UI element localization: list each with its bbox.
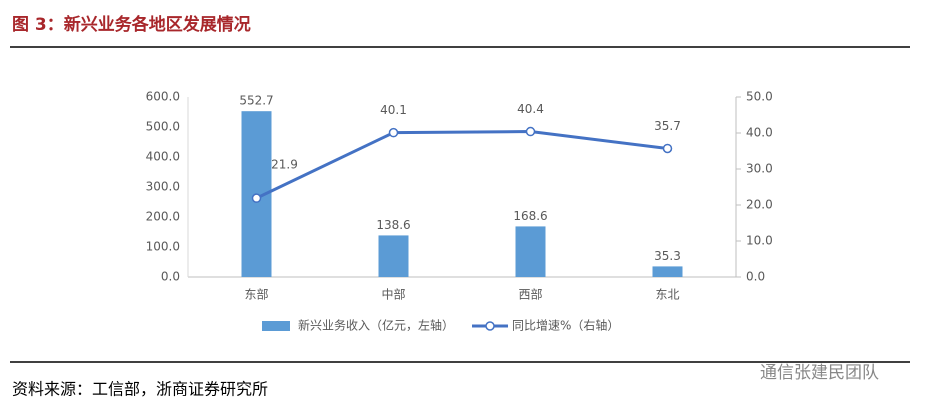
legend-label: 同比增速%（右轴） (512, 318, 619, 333)
bar (652, 266, 683, 277)
legend-marker (485, 321, 495, 331)
line-value-label: 40.4 (517, 102, 544, 116)
bar-value-label: 168.6 (513, 209, 547, 223)
bar (378, 235, 409, 277)
y2-tick-label: 30.0 (746, 162, 773, 176)
line-value-label: 35.7 (654, 119, 681, 133)
y-tick-label: 600.0 (146, 90, 180, 104)
bar (515, 226, 546, 277)
y-tick-label: 400.0 (146, 150, 180, 164)
line-marker (251, 193, 262, 203)
x-tick-label: 东北 (655, 288, 679, 302)
y-tick-label: 300.0 (146, 180, 180, 194)
chart-title: 图 3：新兴业务各地区发展情况 (12, 14, 251, 35)
line-marker (388, 127, 399, 138)
line (255, 130, 668, 200)
y2-tick-label: 40.0 (746, 126, 773, 140)
y2-tick-label: 0.0 (746, 270, 765, 284)
y-tick-label: 0.0 (161, 270, 180, 284)
line-value-label: 40.1 (380, 103, 407, 117)
y2-tick-label: 20.0 (746, 198, 773, 212)
y2-tick-label: 10.0 (746, 234, 773, 248)
source: 资料来源：工信部，浙商证券研究所 (12, 380, 268, 399)
x-tick-label: 西部 (518, 287, 542, 302)
legend-label: 新兴业务收入（亿元，左轴） (298, 318, 454, 333)
y-tick-label: 500.0 (146, 120, 180, 134)
y2-tick-label: 50.0 (746, 90, 773, 104)
y-tick-label: 100.0 (146, 240, 180, 254)
bar-value-label: 552.7 (239, 94, 273, 108)
line-marker (525, 126, 536, 137)
line-value-label: 21.9 (271, 158, 298, 172)
x-tick-label: 东部 (244, 287, 268, 302)
x-tick-label: 中部 (381, 287, 405, 302)
watermark: 通信张建民团队 (760, 363, 879, 383)
legend-swatch (262, 321, 290, 331)
line-marker (662, 143, 673, 154)
bar-value-label: 138.6 (376, 218, 410, 232)
bar-value-label: 35.3 (654, 249, 681, 263)
y-tick-label: 200.0 (146, 210, 180, 224)
